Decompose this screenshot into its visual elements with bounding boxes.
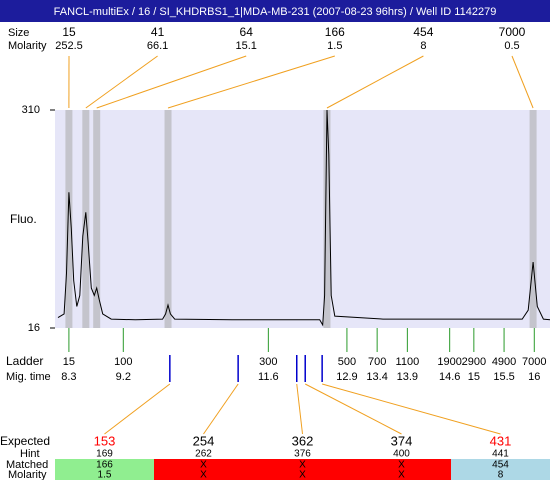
header-bar xyxy=(0,0,550,22)
row-label: Hint xyxy=(20,448,40,460)
peak-band xyxy=(164,110,172,328)
ladder-mig-time: 11.6 xyxy=(258,371,279,383)
peak-size: 7000 xyxy=(499,25,526,39)
connector xyxy=(96,55,247,109)
cell-bg xyxy=(352,459,451,480)
matched: 454 xyxy=(492,460,509,471)
connector xyxy=(511,55,534,109)
matched-molarity: X xyxy=(299,470,306,480)
hint: 376 xyxy=(294,449,311,460)
peak-band xyxy=(323,110,331,328)
peak-band xyxy=(529,110,537,328)
peak-size: 166 xyxy=(325,25,345,39)
ladder-size: 2900 xyxy=(462,356,486,368)
connector xyxy=(85,55,158,109)
ladder-size: 7000 xyxy=(522,356,546,368)
hint: 262 xyxy=(195,449,212,460)
ladder-size: 15 xyxy=(63,356,75,368)
peak-molarity: 252.5 xyxy=(55,40,83,52)
hint: 169 xyxy=(96,449,113,460)
ladder-size: 300 xyxy=(259,356,277,368)
ladder-mig-time: 15 xyxy=(468,371,480,383)
hint: 400 xyxy=(393,449,410,460)
peak-size: 15 xyxy=(62,25,76,39)
connector xyxy=(203,383,239,435)
matched-molarity: 8 xyxy=(498,470,504,480)
plot-area xyxy=(55,110,550,328)
connector xyxy=(326,55,424,109)
ladder-size: 100 xyxy=(114,356,132,368)
expected-size: 431 xyxy=(490,433,512,448)
peak-size: 41 xyxy=(151,25,165,39)
row-label: Size xyxy=(8,27,29,39)
axis-label: Fluo. xyxy=(10,212,37,226)
row-label: Matched xyxy=(6,459,48,471)
row-label: Ladder xyxy=(6,354,43,368)
y-tick-label: 16 xyxy=(28,322,40,334)
ladder-size: 1100 xyxy=(396,356,420,368)
ladder-mig-time: 13.9 xyxy=(397,371,418,383)
cell-bg xyxy=(55,459,154,480)
connector xyxy=(304,383,402,435)
ladder-mig-time: 13.4 xyxy=(366,371,387,383)
matched-molarity: 1.5 xyxy=(98,470,112,480)
row-label: Molarity xyxy=(8,469,47,480)
expected-size: 374 xyxy=(391,433,413,448)
cell-bg xyxy=(451,459,550,480)
ladder-mig-time: 9.2 xyxy=(116,371,131,383)
ladder-size: 1900 xyxy=(437,356,461,368)
ladder-mig-time: 15.5 xyxy=(493,371,514,383)
header: FANCL-multiEx / 16 / SI_KHDRBS1_1|MDA-MB… xyxy=(54,6,497,18)
matched-molarity: X xyxy=(398,470,405,480)
peak-band xyxy=(65,110,73,328)
peak-molarity: 0.5 xyxy=(504,40,519,52)
trace xyxy=(57,109,550,327)
connector xyxy=(167,55,335,109)
ladder-mig-time: 8.3 xyxy=(61,371,76,383)
hint: 441 xyxy=(492,449,509,460)
row-label: Molarity xyxy=(8,40,47,52)
peak-molarity: 1.5 xyxy=(327,40,342,52)
ladder-size: 500 xyxy=(338,356,356,368)
matched-molarity: X xyxy=(200,470,207,480)
matched: X xyxy=(299,460,306,471)
expected-size: 362 xyxy=(292,433,314,448)
peak-molarity: 8 xyxy=(420,40,426,52)
ladder-size: 700 xyxy=(368,356,386,368)
row-label: Expected xyxy=(0,434,50,448)
peak-band xyxy=(93,110,101,328)
ladder-mig-time: 16 xyxy=(528,371,540,383)
expected-size: 254 xyxy=(193,433,215,448)
y-tick-label: 310 xyxy=(22,104,40,116)
peak-molarity: 15.1 xyxy=(235,40,256,52)
ladder-mig-time: 14.6 xyxy=(439,371,460,383)
matched: X xyxy=(398,460,405,471)
expected-size: 153 xyxy=(94,433,116,448)
matched: 166 xyxy=(96,460,113,471)
connector xyxy=(104,383,171,435)
ladder-size: 4900 xyxy=(492,356,516,368)
cell-bg xyxy=(154,459,253,480)
connector xyxy=(322,383,501,435)
peak-molarity: 66.1 xyxy=(147,40,168,52)
cell-bg xyxy=(253,459,352,480)
peak-size: 454 xyxy=(413,25,433,39)
matched: X xyxy=(200,460,207,471)
ladder-mig-time: 12.9 xyxy=(336,371,357,383)
connector xyxy=(296,383,303,435)
peak-size: 64 xyxy=(240,25,254,39)
row-label: Mig. time xyxy=(6,371,51,383)
